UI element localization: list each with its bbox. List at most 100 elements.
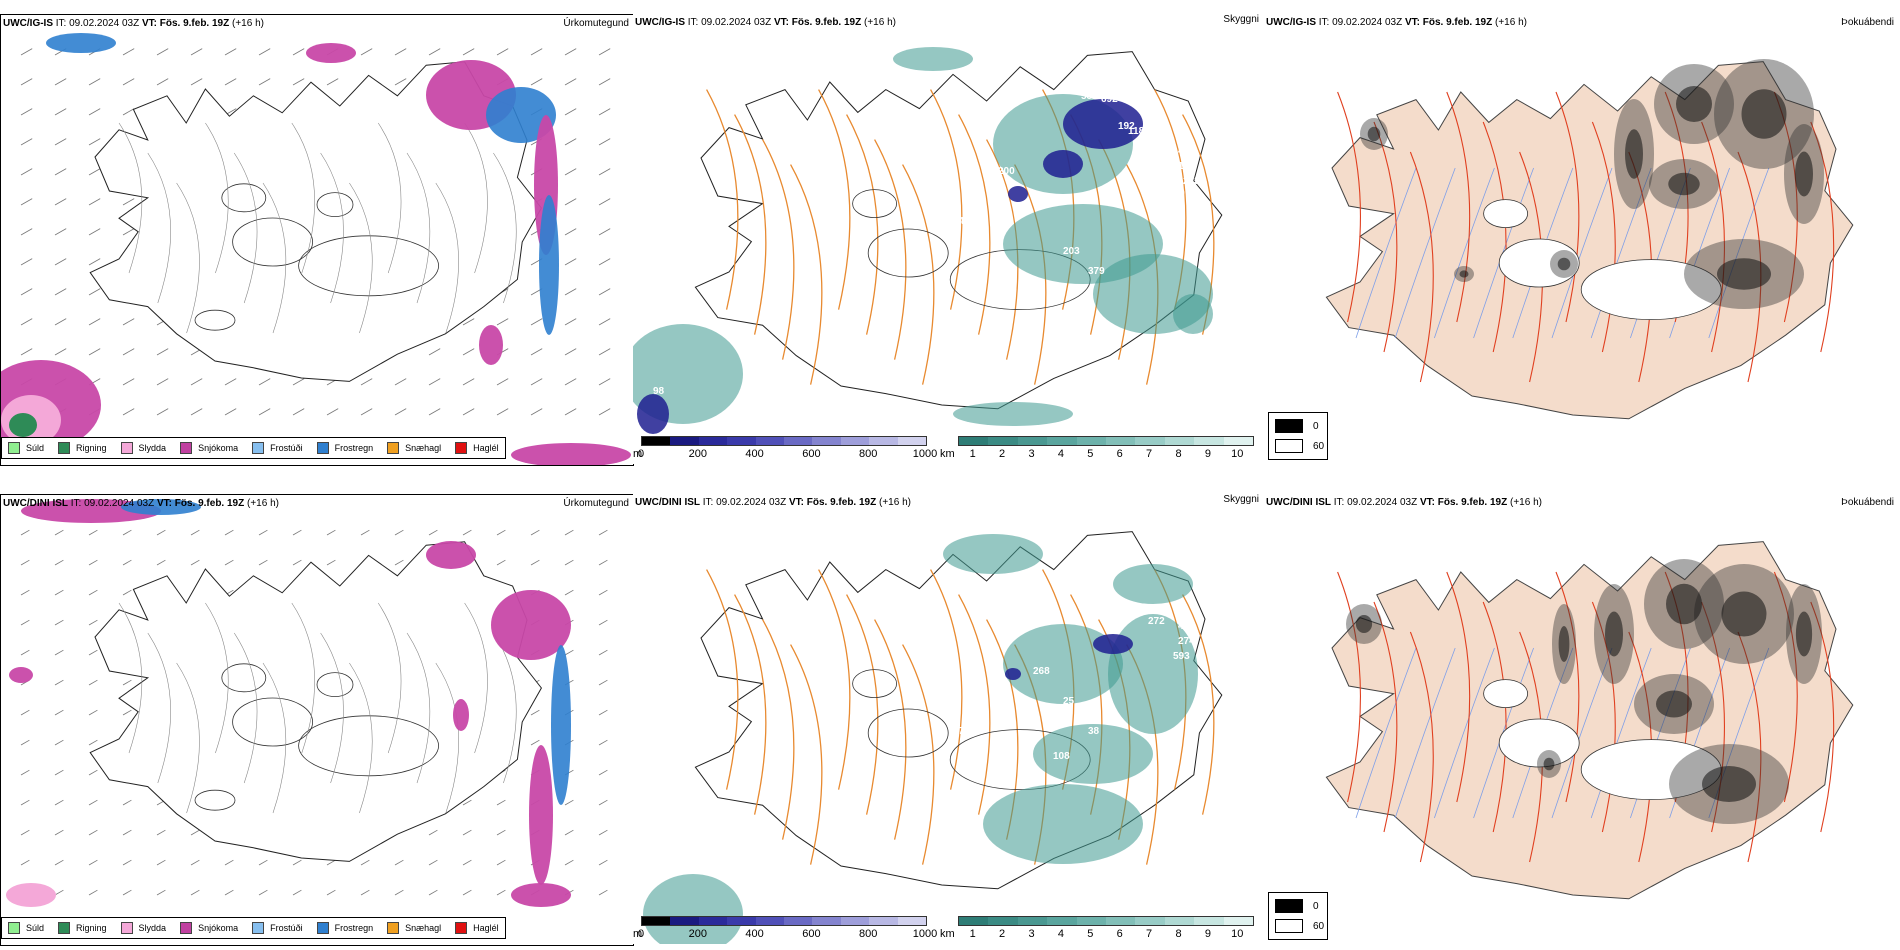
visibility-value-label: 436 [1178,621,1195,632]
colorbar-tick-label: 5 [1087,448,1094,460]
colorbar-segment [1164,917,1195,925]
road-line [176,182,200,334]
wind-barb [258,408,271,416]
colorbar-segment [1135,917,1165,925]
colorbar-tick-label: 4 [1057,928,1064,940]
wind-barb [54,559,64,566]
wind-barb [88,288,101,296]
wind-barb [156,889,166,896]
precip-map [1,33,631,465]
wind-barb [156,859,166,866]
fog-legend-item: 0 [1275,899,1319,913]
wind-barb [122,799,132,806]
road-line [706,89,739,310]
colorbar-tick-label: 1000 [912,928,938,940]
river-line [1551,647,1613,819]
colorbar-segment [1047,917,1077,925]
wind-barb [190,829,200,836]
wind-barb [54,829,64,836]
freezing-rain-area [551,645,571,805]
glacier-contour [232,697,314,747]
fog-indicator-core [1605,611,1623,657]
wind-barb [122,408,135,416]
legend-swatch [120,922,133,934]
colorbar-tick-label: 200 [688,928,707,940]
wind-barb [122,348,135,356]
road-line [406,632,431,784]
visibility-value-label: 692 [1101,94,1118,105]
road-line [176,662,200,814]
wind-barb [54,589,64,596]
wind-barb [496,799,506,806]
road-line [262,182,287,334]
fog-map [1325,59,1854,420]
wind-barb [394,889,404,896]
road-line [435,182,459,334]
wind-barb [394,48,407,56]
panel-title: Skyggni [1223,14,1259,25]
wind-barb [598,228,611,236]
road-line [147,152,171,304]
legend-item: Slydda [120,922,166,934]
wind-barb [598,859,608,866]
wind-barb [530,348,543,356]
colorbar-segment [869,437,898,445]
wind-barb [20,198,33,206]
fog-indicator-core [1795,611,1813,657]
colorbar-segment [812,917,841,925]
legend-item: Snæhagl [387,442,441,454]
legend-label: Frostúði [270,443,303,453]
wind-barb [224,78,237,86]
fog-area [1005,668,1021,680]
iceland-coastline [89,61,542,382]
snow-area [306,43,356,63]
wind-barb [88,228,101,236]
wind-barb [20,288,33,296]
wind-barb [88,619,98,626]
wind-barb [54,108,67,116]
road-line [1810,121,1835,353]
road-line [902,644,935,865]
colorbar-segment [1194,917,1224,925]
fog-legend-label: 60 [1313,440,1325,452]
wind-barb [598,619,608,626]
glacier-contour [232,217,314,267]
road-line [1337,91,1362,323]
wind-barb [598,559,608,566]
colorbar-tick-label: 8 [1175,448,1182,460]
wind-barb [156,529,166,536]
road-line [958,114,991,335]
panel-header: UWC/IG-IS IT: 09.02.2024 03Z VT: Fös. 9.… [3,18,264,29]
colorbar-segment [1047,437,1077,445]
panel-header: UWC/IG-IS IT: 09.02.2024 03Z VT: Fös. 9.… [635,17,896,28]
low-visibility-area [1113,564,1193,604]
colorbar-tick-label: 7 [1146,928,1153,940]
road-line [930,569,963,790]
wind-barb [292,408,305,416]
wind-barb [122,709,132,716]
road-line [349,662,373,814]
road-line [1373,121,1398,353]
wind-barb [394,408,407,416]
colorbar-tick-label: 400 [745,928,764,940]
wind-barb [88,198,101,206]
model-name: UWC/IG-IS [3,18,53,29]
fog-legend: 0 60 [1268,412,1328,460]
wind-barb [54,138,67,146]
legend-swatch [180,922,193,934]
visibility-value-label: 587 [1081,91,1098,102]
snow-area [491,590,571,660]
wind-barb [54,859,64,866]
road-line [118,122,143,274]
wind-barb [258,889,268,896]
iceland-land [1325,541,1854,900]
wind-barb [122,859,132,866]
fog-legend-item: 60 [1275,439,1324,453]
low-visibility-area [943,534,1043,574]
road-line [790,644,823,865]
visibility-value-label: 849 [1143,98,1160,109]
road-line [406,152,431,304]
visibility-value-label: 47 [953,726,965,737]
fog-legend-label: 0 [1313,420,1319,432]
fog-indicator-core [1625,129,1643,179]
